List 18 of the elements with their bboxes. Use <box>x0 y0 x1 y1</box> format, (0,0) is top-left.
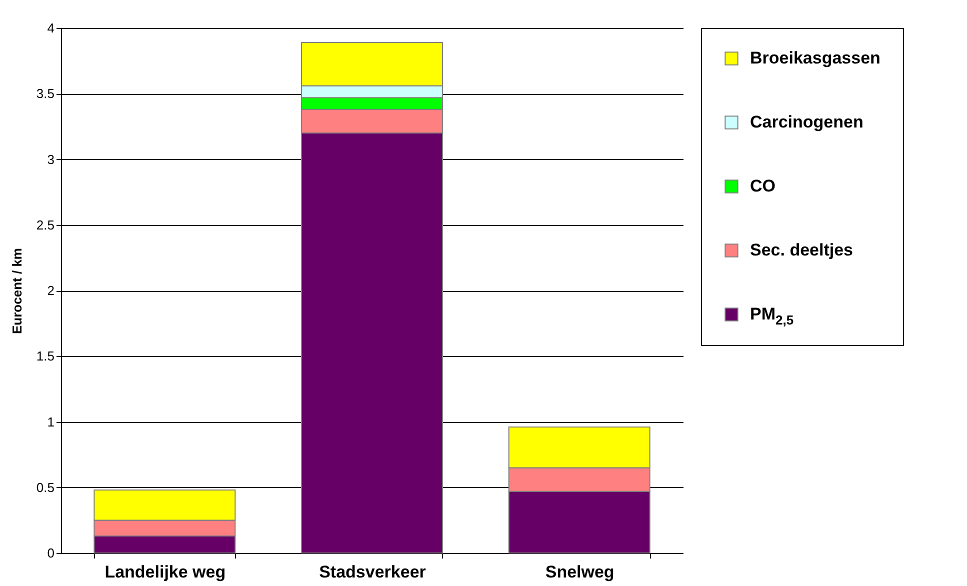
x-tick-label: Landelijke weg <box>104 562 226 582</box>
y-tick-label: 3.5 <box>36 86 54 102</box>
legend-label: Carcinogenen <box>750 112 864 132</box>
x-tick-label: Stadsverkeer <box>319 562 426 582</box>
legend-label: Sec. deeltjes <box>750 240 854 260</box>
legend-label: PM$_{2,5}$ <box>750 304 794 328</box>
legend-label: Broeikasgassen <box>750 48 880 68</box>
y-tick-label: 2.5 <box>36 217 54 232</box>
y-axis-title: Eurocent / km <box>9 248 24 334</box>
legend-label: CO <box>750 176 776 196</box>
y-tick-label: 3 <box>47 152 54 167</box>
y-tick-label: 2 <box>47 283 54 298</box>
x-tick-label: Snelweg <box>545 562 614 582</box>
y-tick-label: 0.5 <box>36 480 54 495</box>
y-tick-label: 1.5 <box>36 348 54 364</box>
y-tick-label: 0 <box>47 546 54 560</box>
y-tick-label: 4 <box>47 20 54 36</box>
y-tick-label: 1 <box>47 414 54 430</box>
